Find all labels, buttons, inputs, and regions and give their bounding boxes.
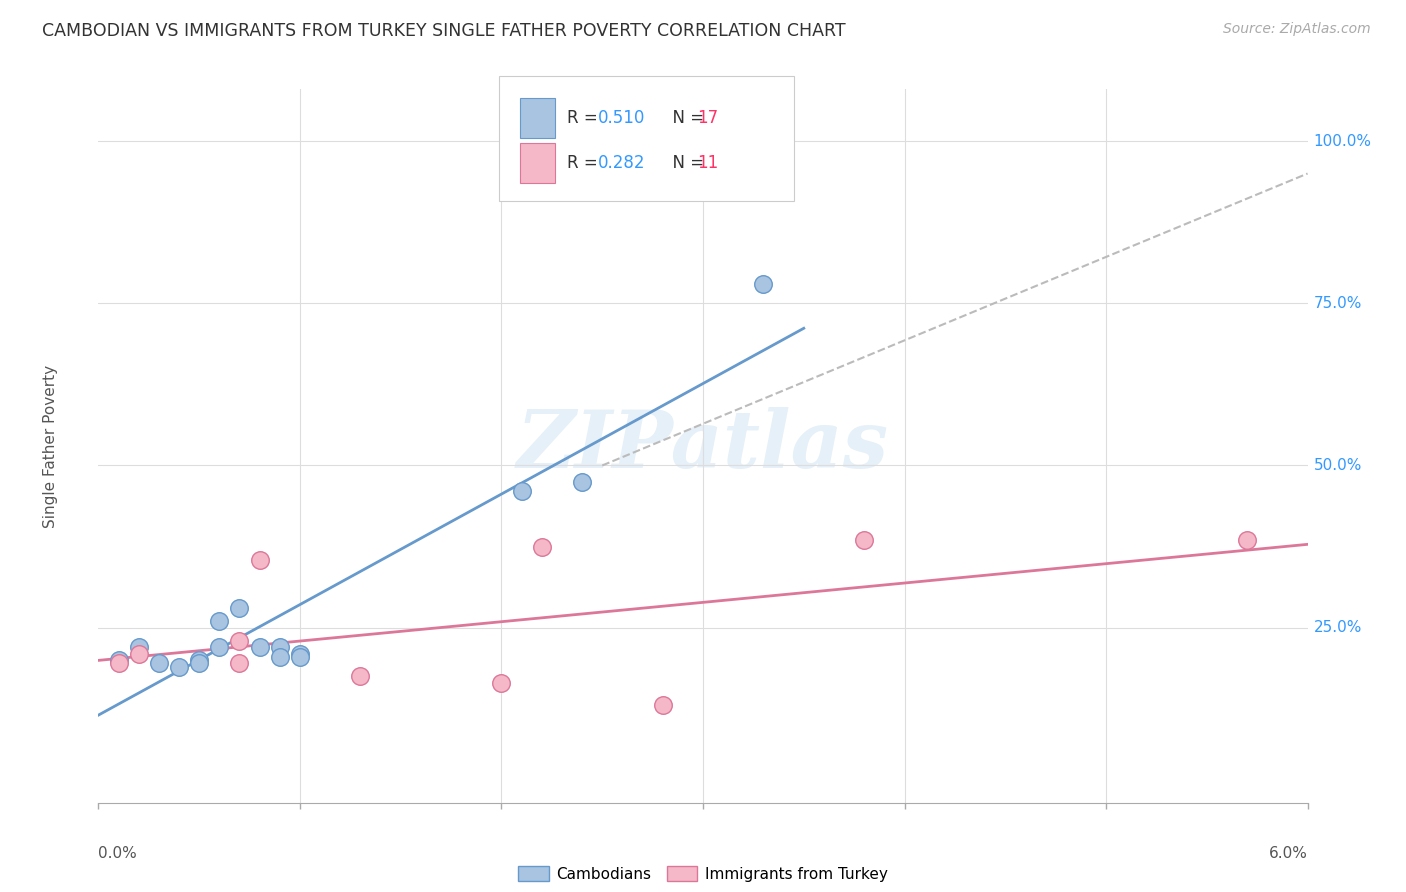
Text: 100.0%: 100.0% xyxy=(1313,134,1372,149)
Point xyxy=(510,484,533,499)
Point xyxy=(148,657,170,671)
Point xyxy=(188,657,211,671)
Point xyxy=(269,640,291,654)
Point xyxy=(208,614,231,628)
Point xyxy=(228,601,250,615)
Text: 0.510: 0.510 xyxy=(598,109,645,128)
Point xyxy=(107,653,129,667)
Text: 25.0%: 25.0% xyxy=(1313,620,1362,635)
Text: Single Father Poverty: Single Father Poverty xyxy=(42,365,58,527)
Point xyxy=(853,533,876,547)
Legend: Cambodians, Immigrants from Turkey: Cambodians, Immigrants from Turkey xyxy=(512,860,894,888)
Text: 6.0%: 6.0% xyxy=(1268,846,1308,861)
Point xyxy=(228,633,250,648)
Point xyxy=(107,657,129,671)
Point xyxy=(349,669,371,683)
Text: CAMBODIAN VS IMMIGRANTS FROM TURKEY SINGLE FATHER POVERTY CORRELATION CHART: CAMBODIAN VS IMMIGRANTS FROM TURKEY SING… xyxy=(42,22,846,40)
Text: 17: 17 xyxy=(697,109,718,128)
Point xyxy=(249,640,271,654)
Point xyxy=(167,659,190,673)
Point xyxy=(128,640,150,654)
Text: 50.0%: 50.0% xyxy=(1313,458,1362,473)
Text: R =: R = xyxy=(567,153,603,172)
Point xyxy=(1236,533,1258,547)
Point xyxy=(288,647,311,661)
Text: N =: N = xyxy=(662,109,710,128)
Text: R =: R = xyxy=(567,109,603,128)
Point xyxy=(249,552,271,566)
Point xyxy=(571,475,593,489)
Point xyxy=(530,540,553,554)
Point xyxy=(269,649,291,664)
Point xyxy=(288,649,311,664)
Text: 75.0%: 75.0% xyxy=(1313,296,1362,310)
Text: N =: N = xyxy=(662,153,710,172)
Point xyxy=(188,653,211,667)
Point xyxy=(208,640,231,654)
Point xyxy=(491,675,513,690)
Text: 0.282: 0.282 xyxy=(598,153,645,172)
Text: 0.0%: 0.0% xyxy=(98,846,138,861)
Text: Source: ZipAtlas.com: Source: ZipAtlas.com xyxy=(1223,22,1371,37)
Point xyxy=(651,698,673,713)
Point xyxy=(228,657,250,671)
Text: 11: 11 xyxy=(697,153,718,172)
Point xyxy=(752,277,775,291)
Point xyxy=(128,647,150,661)
Text: ZIPatlas: ZIPatlas xyxy=(517,408,889,484)
